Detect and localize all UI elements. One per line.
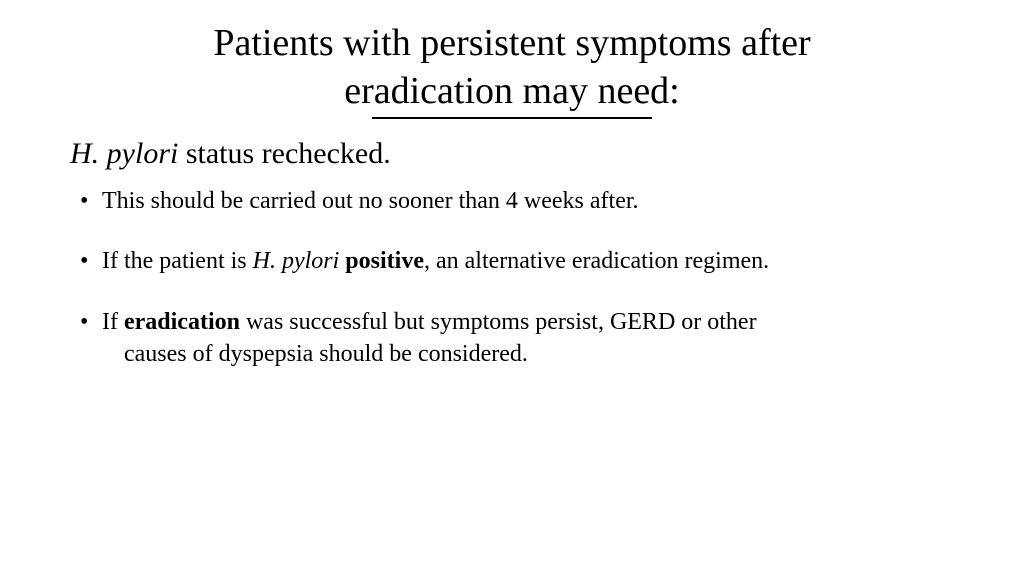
title-underline bbox=[372, 117, 652, 119]
subheading: H. pylori status rechecked. bbox=[70, 137, 964, 171]
subheading-rest: status rechecked. bbox=[178, 137, 390, 170]
bullet-3-mid: was successful but symptoms persist, GER… bbox=[240, 309, 757, 335]
subheading-italic: H. pylori bbox=[70, 137, 178, 170]
bullet-3-continuation: causes of dyspepsia should be considered… bbox=[102, 338, 964, 370]
slide: Patients with persistent symptoms after … bbox=[0, 0, 1024, 576]
slide-title: Patients with persistent symptoms after … bbox=[60, 20, 964, 115]
bullet-item-2: If the patient is H. pylori positive, an… bbox=[80, 245, 964, 277]
bullet-2-post: , an alternative eradication regimen. bbox=[424, 248, 769, 274]
bullet-item-1: This should be carried out no sooner tha… bbox=[80, 185, 964, 217]
title-line-2: eradication may need: bbox=[344, 70, 680, 112]
bullet-1-text: This should be carried out no sooner tha… bbox=[102, 188, 639, 214]
bullet-2-italic: H. pylori bbox=[253, 248, 340, 274]
bullet-list: This should be carried out no sooner tha… bbox=[60, 185, 964, 371]
bullet-3-bold: eradication bbox=[124, 309, 240, 335]
bullet-item-3: If eradication was successful but sympto… bbox=[80, 306, 964, 371]
title-line-1: Patients with persistent symptoms after bbox=[213, 22, 810, 64]
bullet-2-pre: If the patient is bbox=[102, 248, 253, 274]
bullet-2-bold: positive bbox=[339, 248, 424, 274]
bullet-3-pre: If bbox=[102, 309, 124, 335]
